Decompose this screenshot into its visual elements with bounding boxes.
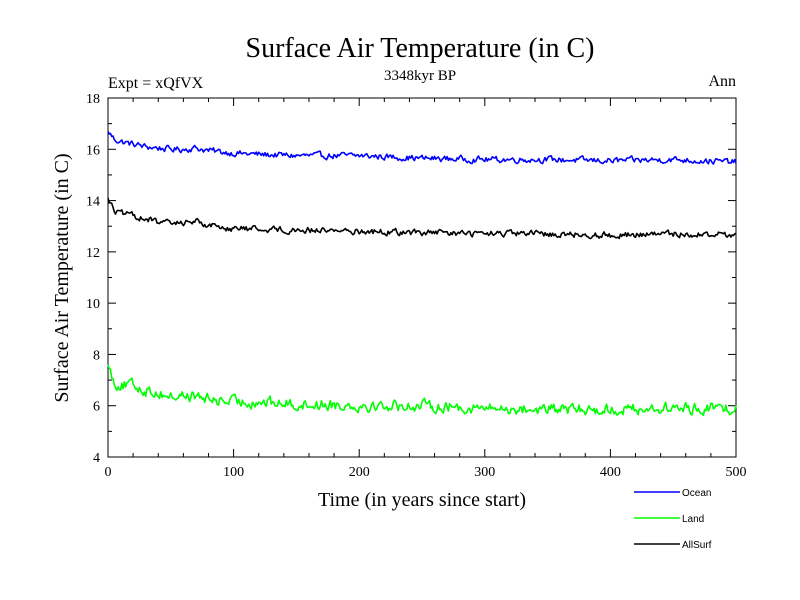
series-layer [107,130,737,417]
y-tick-label: 18 [86,92,100,107]
series-line-land [107,364,737,417]
axis-ticks: 0 100 200 300 400 500 4 6 8 10 12 14 16 18 [86,92,747,480]
y-tick-label: 14 [86,195,100,210]
chart-title: Surface Air Temperature (in C) [246,33,595,64]
experiment-label: Expt = xQfVX [108,75,204,92]
legend-label-allsurf: AllSurf [682,540,712,551]
y-tick-label: 12 [86,246,100,261]
series-line-allsurf [107,197,737,240]
y-axis-label: Surface Air Temperature (in C) [51,153,73,402]
y-tick-label: 10 [86,297,100,312]
y-tick-label: 16 [86,143,100,158]
series-line-ocean [107,130,737,165]
y-tick-label: 4 [93,451,100,466]
legend-label-land: Land [682,514,704,525]
x-tick-label: 0 [105,465,112,480]
season-label: Ann [708,73,736,90]
x-tick-label: 300 [474,465,495,480]
x-tick-label: 500 [726,465,747,480]
x-tick-label: 200 [349,465,370,480]
x-tick-label: 100 [223,465,244,480]
x-axis-label: Time (in years since start) [318,489,526,511]
y-tick-label: 6 [93,400,100,415]
chart-subtitle: 3348kyr BP [384,68,456,84]
legend: Ocean Land AllSurf [634,488,712,551]
legend-label-ocean: Ocean [682,488,711,499]
y-tick-label: 8 [93,348,100,363]
x-tick-label: 400 [600,465,621,480]
